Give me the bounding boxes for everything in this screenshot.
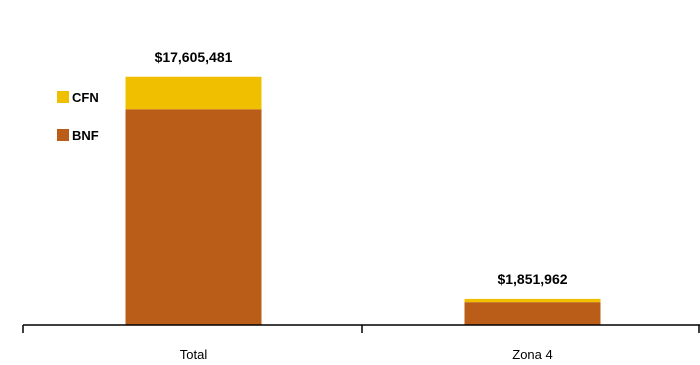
total-label-total: $17,605,481 <box>155 49 233 65</box>
total-label-zona-4: $1,851,962 <box>497 271 567 287</box>
bar-cfn-total <box>125 76 262 110</box>
legend-label-bnf[interactable]: BNF <box>72 128 99 143</box>
x-tick-label-total: Total <box>180 347 208 362</box>
bar-cfn-zona-4 <box>464 298 601 303</box>
legend[interactable]: CFN BNF <box>57 90 99 143</box>
bars-group <box>125 76 601 326</box>
bar-bnf-total <box>125 109 262 326</box>
x-tick-label-zona-4: Zona 4 <box>512 347 552 362</box>
labels-group: $17,605,481 Total $1,851,962 Zona 4 <box>155 49 568 362</box>
legend-swatch-cfn <box>57 91 69 103</box>
legend-swatch-bnf <box>57 129 69 141</box>
legend-label-cfn[interactable]: CFN <box>72 90 99 105</box>
bar-bnf-zona-4 <box>464 302 601 325</box>
